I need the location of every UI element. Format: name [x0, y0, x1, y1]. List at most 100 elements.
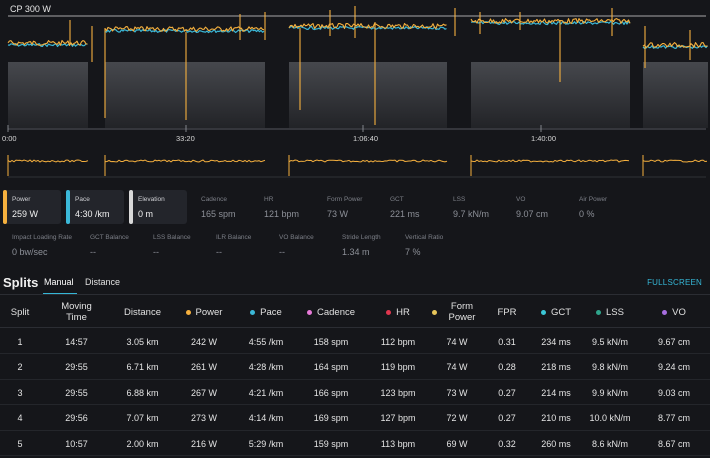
column-header-label: Form Power — [448, 301, 476, 323]
metric-label: GCT — [390, 196, 404, 203]
column-header-hr[interactable]: HR — [366, 296, 430, 328]
table-cell: 3 — [17, 387, 23, 398]
column-header-gct[interactable]: GCT — [530, 296, 582, 328]
table-cell: 113 bpm — [380, 438, 416, 449]
pace-line — [7, 43, 88, 48]
metric-color-bar — [129, 190, 133, 224]
table-cell: 0.28 — [498, 362, 516, 372]
table-row[interactable]: 3 29:55 6.88 km 267 W 4:21 /km 166 spm 123 bpm… — [0, 380, 710, 405]
metric-tile-gct-balance[interactable]: GCT Balance -- — [81, 228, 141, 262]
metric-tile-stride-length[interactable]: Stride Length 1.34 m — [333, 228, 393, 262]
table-cell: 164 spm — [313, 362, 349, 372]
metric-tile-impact-loading-rate[interactable]: Impact Loading Rate 0 bw/sec — [3, 228, 77, 262]
power-line — [470, 18, 631, 24]
metric-tile-hr[interactable]: HR 121 bpm — [255, 190, 313, 224]
metric-value: 4:30 /km — [75, 209, 110, 219]
column-header-label: Distance — [124, 306, 161, 318]
column-header-label: Power — [195, 306, 223, 318]
metric-tile-ilr-balance[interactable]: ILR Balance -- — [207, 228, 267, 262]
table-cell: 214 ms — [541, 387, 571, 398]
metric-color-bar — [3, 190, 7, 224]
metric-value: -- — [216, 247, 222, 257]
table-cell: 0.27 — [498, 387, 516, 398]
table-row[interactable]: 4 29:56 7.07 km 273 W 4:14 /km 169 spm 127 bpm… — [0, 406, 710, 431]
elevation-block — [8, 62, 88, 128]
table-cell: 166 spm — [313, 387, 349, 398]
table-row[interactable]: 5 10:57 2.00 km 216 W 5:29 /km 159 spm 113 bpm… — [0, 431, 710, 456]
metric-label: Impact Loading Rate — [12, 234, 72, 241]
tab-distance[interactable]: Distance — [85, 277, 121, 287]
metric-label: Elevation — [138, 196, 165, 203]
metric-label: Cadence — [201, 196, 228, 203]
table-cell: 4:28 /km — [248, 362, 284, 372]
x-tick-label: 1:06:40 — [353, 134, 378, 143]
table-cell: 112 bpm — [380, 336, 416, 347]
column-header-label: VO — [672, 306, 686, 318]
table-cell: 9.5 kN/m — [591, 336, 628, 347]
x-tick-label: 33:20 — [176, 134, 195, 143]
cp-label: CP 300 W — [10, 4, 51, 14]
series-color-dot — [306, 309, 312, 315]
splits-table-header: Split Moving Time Distance Power Pace Cadence… — [0, 296, 710, 328]
metric-label: Vertical Ratio — [405, 234, 444, 241]
table-cell: 7.07 km — [126, 413, 159, 423]
metric-tile-gct[interactable]: GCT 221 ms — [381, 190, 439, 224]
column-header-cadence[interactable]: Cadence — [296, 296, 366, 328]
table-cell: 29:55 — [65, 387, 88, 398]
column-header-distance[interactable]: Distance — [113, 296, 172, 328]
tab-manual[interactable]: Manual — [44, 277, 74, 287]
column-header-label: HR — [396, 306, 410, 318]
table-cell: 123 bpm — [380, 387, 416, 398]
metric-value: 0 bw/sec — [12, 247, 48, 257]
pace-line — [642, 44, 708, 49]
column-header-split[interactable]: Split — [0, 296, 40, 328]
elevation-block — [289, 62, 447, 128]
metric-tile-elevation[interactable]: Elevation 0 m — [129, 190, 187, 224]
table-cell: 3.05 km — [126, 336, 159, 347]
metric-label: VO — [516, 196, 526, 203]
table-cell: 4:14 /km — [248, 413, 284, 423]
series-color-dot — [540, 309, 546, 315]
metric-tile-lss[interactable]: LSS 9.7 kN/m — [444, 190, 502, 224]
column-header-pace[interactable]: Pace — [236, 296, 296, 328]
column-header-lss[interactable]: LSS — [582, 296, 638, 328]
table-cell: 0.31 — [498, 336, 516, 347]
metric-tile-air-power[interactable]: Air Power 0 % — [570, 190, 628, 224]
column-header-moving-time[interactable]: Moving Time — [40, 296, 113, 328]
metric-tile-cadence[interactable]: Cadence 165 spm — [192, 190, 250, 224]
metric-tile-form-power[interactable]: Form Power 73 W — [318, 190, 376, 224]
table-cell: 234 ms — [541, 336, 571, 347]
column-header-fpr[interactable]: FPR — [484, 296, 530, 328]
table-cell: 159 spm — [313, 438, 349, 449]
column-header-power[interactable]: Power — [172, 296, 236, 328]
table-cell: 9.8 kN/m — [591, 362, 628, 372]
table-cell: 158 spm — [313, 336, 349, 347]
column-header-label: Cadence — [316, 306, 356, 318]
table-cell: 74 W — [446, 336, 468, 347]
metric-tile-pace[interactable]: Pace 4:30 /km — [66, 190, 124, 224]
metric-value: 165 spm — [201, 209, 236, 219]
metric-tile-vertical-ratio[interactable]: Vertical Ratio 7 % — [396, 228, 456, 262]
series-color-dot — [386, 309, 392, 315]
metric-label: Form Power — [327, 196, 363, 203]
elevation-block — [105, 62, 265, 128]
power-pace-chart[interactable]: 0:00 33:20 1:06:40 1:40:00 CP 300 W — [0, 0, 710, 186]
metric-tile-lss-balance[interactable]: LSS Balance -- — [144, 228, 204, 262]
fullscreen-button[interactable]: FULLSCREEN — [647, 278, 702, 287]
column-header-label: Moving Time — [61, 301, 92, 323]
column-header-form-power[interactable]: Form Power — [430, 296, 484, 328]
overview-background — [8, 150, 708, 178]
table-cell: 8.77 cm — [657, 413, 690, 423]
metric-tile-power[interactable]: Power 259 W — [3, 190, 61, 224]
metric-tile-vo-balance[interactable]: VO Balance -- — [270, 228, 330, 262]
column-header-vo[interactable]: VO — [638, 296, 710, 328]
chart-svg[interactable]: 0:00 33:20 1:06:40 1:40:00 — [0, 0, 710, 186]
table-cell: 6.71 km — [126, 362, 159, 372]
table-cell: 169 spm — [313, 413, 349, 423]
table-cell: 2.00 km — [126, 438, 159, 449]
metric-value: -- — [153, 247, 159, 257]
table-row[interactable]: 2 29:55 6.71 km 261 W 4:28 /km 164 spm 119 bpm… — [0, 355, 710, 380]
metric-tile-vo[interactable]: VO 9.07 cm — [507, 190, 565, 224]
table-row[interactable]: 1 14:57 3.05 km 242 W 4:55 /km 158 spm 112 bpm… — [0, 329, 710, 354]
table-cell: 69 W — [446, 438, 468, 449]
